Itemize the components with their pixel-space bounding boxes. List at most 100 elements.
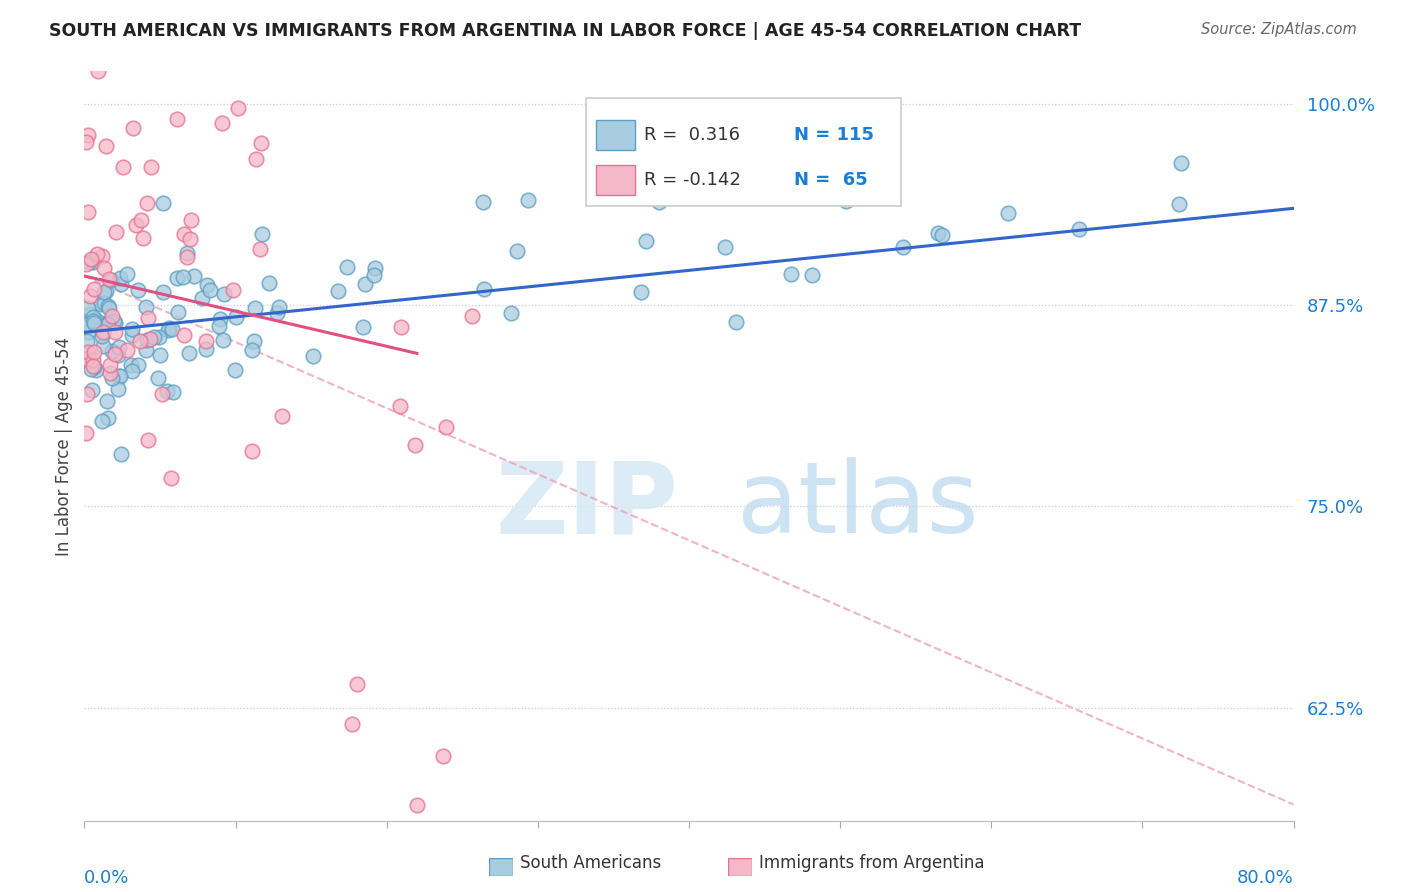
- Point: [211, 116, 233, 130]
- Point: [779, 267, 801, 281]
- Point: [115, 343, 138, 357]
- Point: [252, 227, 274, 241]
- Point: [90, 297, 112, 311]
- Point: [115, 267, 138, 281]
- Point: [76, 387, 98, 401]
- Point: [226, 101, 249, 115]
- Point: [120, 358, 142, 372]
- Point: [135, 301, 157, 315]
- Point: [183, 269, 205, 284]
- Point: [221, 283, 243, 297]
- Point: [135, 343, 157, 358]
- Point: [148, 330, 170, 344]
- Point: [240, 343, 263, 357]
- Point: [472, 282, 495, 296]
- Point: [891, 240, 914, 254]
- Point: [76, 334, 98, 348]
- Point: [517, 193, 540, 207]
- Point: [82, 255, 104, 269]
- Point: [152, 285, 174, 299]
- Point: [173, 327, 195, 342]
- Point: [104, 317, 127, 331]
- Point: [84, 313, 107, 327]
- Point: [391, 320, 413, 334]
- Point: [269, 300, 291, 314]
- Point: [93, 296, 115, 310]
- Point: [91, 328, 114, 343]
- Point: [406, 797, 429, 812]
- Point: [927, 226, 949, 240]
- Point: [108, 368, 131, 383]
- Point: [77, 205, 100, 219]
- Point: [79, 289, 101, 303]
- Point: [150, 386, 173, 401]
- Point: [127, 284, 149, 298]
- Point: [157, 323, 180, 337]
- Point: [94, 316, 117, 330]
- Point: [108, 271, 131, 285]
- Point: [131, 213, 153, 227]
- Point: [75, 425, 97, 440]
- Text: N =  65: N = 65: [794, 171, 868, 189]
- Point: [212, 286, 235, 301]
- Point: [101, 309, 124, 323]
- Point: [121, 322, 143, 336]
- Point: [84, 363, 107, 377]
- Point: [472, 194, 495, 209]
- Point: [101, 371, 124, 385]
- Point: [121, 364, 143, 378]
- Point: [94, 284, 117, 298]
- Point: [363, 268, 385, 282]
- Point: [389, 399, 412, 413]
- Point: [160, 471, 183, 485]
- Point: [107, 348, 129, 362]
- Point: [86, 64, 108, 78]
- Text: South Americans: South Americans: [520, 855, 661, 872]
- Point: [77, 301, 100, 316]
- Point: [139, 160, 162, 174]
- Point: [162, 385, 184, 400]
- Point: [211, 334, 233, 348]
- Point: [82, 310, 104, 325]
- Point: [108, 340, 131, 354]
- Point: [79, 307, 101, 321]
- Point: [266, 305, 288, 319]
- Point: [328, 284, 350, 298]
- Point: [648, 195, 671, 210]
- Point: [152, 196, 174, 211]
- Point: [86, 247, 108, 261]
- Point: [104, 225, 127, 239]
- Point: [209, 312, 232, 326]
- Point: [83, 316, 105, 330]
- Point: [77, 326, 100, 340]
- Point: [110, 447, 132, 461]
- Point: [83, 345, 105, 359]
- Point: [82, 359, 104, 373]
- Point: [250, 136, 273, 150]
- Point: [127, 358, 149, 372]
- Text: Immigrants from Argentina: Immigrants from Argentina: [759, 855, 984, 872]
- Point: [249, 242, 271, 256]
- Point: [107, 382, 129, 396]
- Point: [97, 301, 120, 315]
- Point: [96, 138, 118, 153]
- Point: [167, 305, 190, 319]
- Point: [224, 363, 246, 377]
- Point: [301, 349, 323, 363]
- Point: [352, 320, 374, 334]
- Point: [143, 330, 166, 344]
- Point: [91, 414, 114, 428]
- Point: [128, 334, 150, 349]
- Text: atlas: atlas: [737, 458, 979, 555]
- Point: [198, 284, 221, 298]
- Point: [112, 160, 135, 174]
- Point: [104, 347, 127, 361]
- Point: [83, 282, 105, 296]
- Point: [77, 128, 100, 143]
- Point: [1170, 156, 1192, 170]
- Point: [336, 260, 359, 274]
- Point: [630, 285, 652, 300]
- Text: ZIP: ZIP: [495, 458, 678, 555]
- Point: [176, 250, 198, 264]
- Point: [636, 235, 658, 249]
